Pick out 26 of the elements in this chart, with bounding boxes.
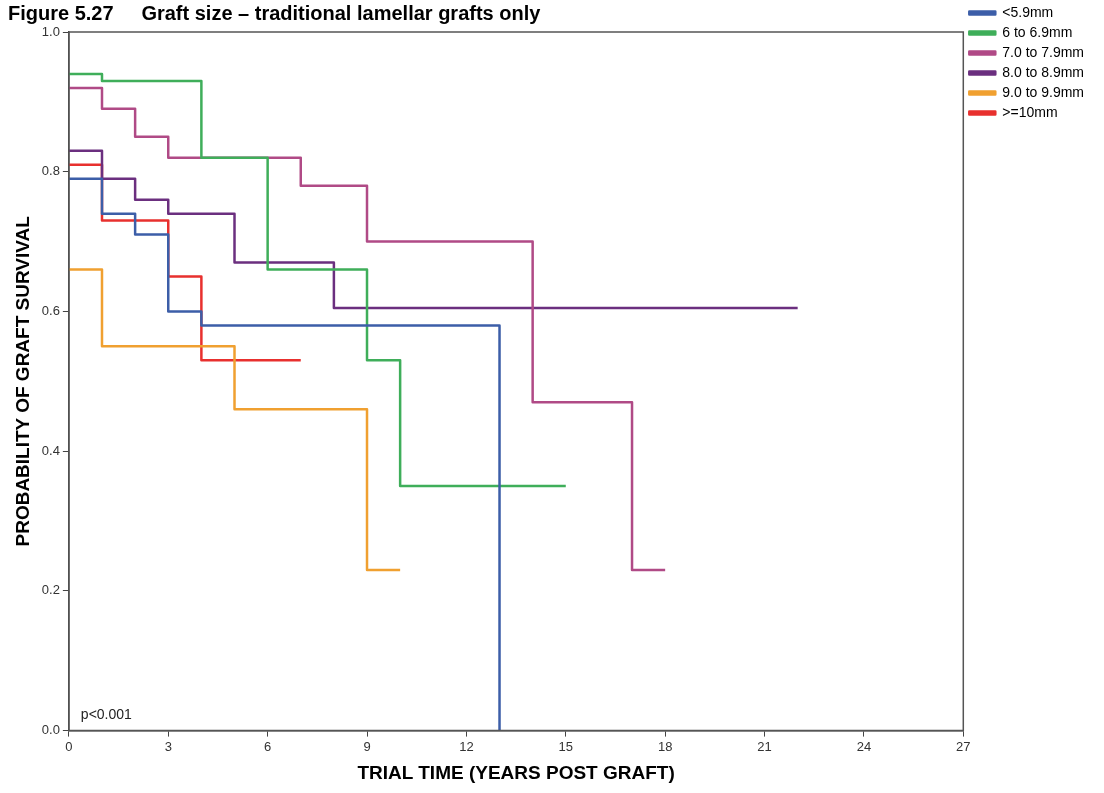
x-tick-label: 27 <box>956 738 971 754</box>
y-tick-label: 0.0 <box>41 722 60 738</box>
legend-label: <5.9mm <box>1002 3 1054 20</box>
x-tick-label: 9 <box>363 738 371 754</box>
chart-title: Figure 5.27 Graft size – traditional lamellar grafts only <box>8 1 542 24</box>
x-tick-label: 15 <box>558 738 574 754</box>
y-tick-label: 0.6 <box>41 303 60 319</box>
x-tick-label: 6 <box>264 738 272 754</box>
legend-label: 6 to 6.9mm <box>1002 23 1073 40</box>
y-axis-title: PROBABILITY OF GRAFT SURVIVAL <box>11 215 33 547</box>
y-tick-label: 0.8 <box>41 163 60 179</box>
y-tick-label: 1.0 <box>41 23 60 39</box>
legend-label: 7.0 to 7.9mm <box>1002 43 1084 60</box>
x-tick-label: 0 <box>65 738 73 754</box>
x-tick-label: 12 <box>459 738 474 754</box>
annotation: p<0.001 <box>80 705 133 722</box>
x-tick-label: 24 <box>856 738 872 754</box>
y-tick-label: 0.4 <box>41 442 60 458</box>
legend-label: >=10mm <box>1002 103 1058 120</box>
y-tick-label: 0.2 <box>41 582 60 598</box>
legend-label: 9.0 to 9.9mm <box>1002 83 1084 100</box>
legend-label: 8.0 to 8.9mm <box>1002 63 1084 80</box>
x-tick-label: 18 <box>657 738 673 754</box>
x-tick-label: 21 <box>757 738 772 754</box>
x-tick-label: 3 <box>164 738 172 754</box>
x-axis-title: TRIAL TIME (YEARS POST GRAFT) <box>357 761 675 783</box>
